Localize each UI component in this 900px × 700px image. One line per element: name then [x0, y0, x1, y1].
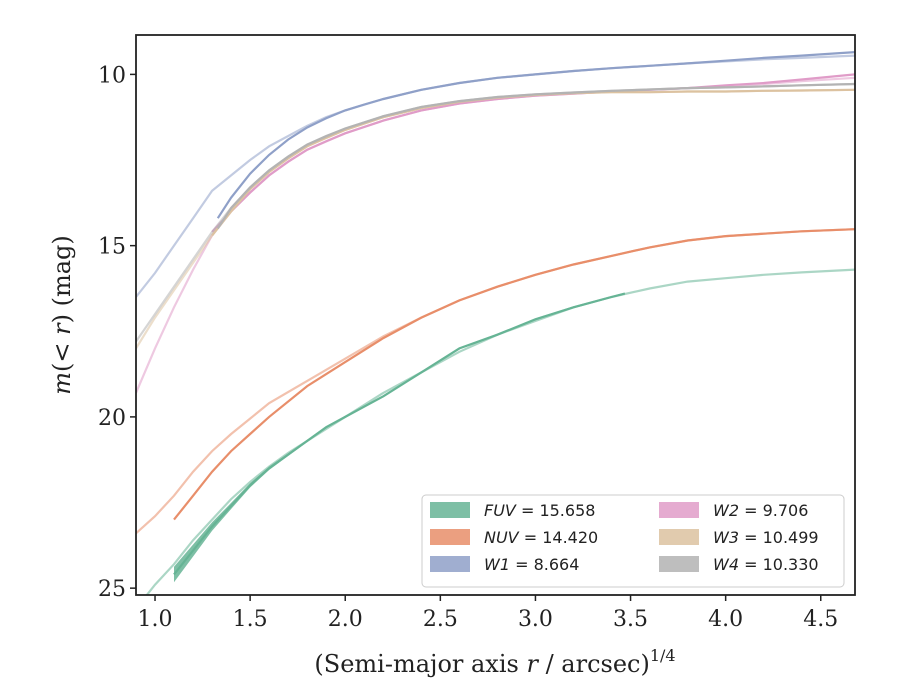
- legend-label-value-2: = 8.664: [510, 555, 579, 574]
- legend-label-value-0: = 15.658: [516, 501, 596, 520]
- legend-swatch-4: [659, 529, 699, 545]
- series-2-line: [216, 51, 855, 219]
- x-axis-label-sup: 1/4: [650, 646, 676, 665]
- y-axis-label-paren-close: ): [48, 314, 76, 323]
- y-tick-label-0: 10: [98, 63, 126, 88]
- legend-label-3: W2 = 9.706: [713, 501, 808, 520]
- legend-label-value-5: = 10.330: [739, 555, 819, 574]
- legend: FUV = 15.658 NUV = 14.420 W1 = 8.664 W2 = 9…: [421, 494, 845, 588]
- legend-label-value-4: = 10.499: [739, 528, 819, 547]
- legend-label-var-5: W4: [713, 555, 739, 574]
- series-1-line: [173, 228, 855, 521]
- legend-label-1: NUV = 14.420: [484, 528, 598, 547]
- x-tick-label-0: 1.0: [138, 607, 173, 632]
- x-tick-label-1: 1.5: [233, 607, 268, 632]
- plot-frame: [135, 34, 856, 596]
- y-tick-label-2: 20: [98, 406, 126, 431]
- x-tick-label-6: 4.0: [708, 607, 743, 632]
- series-0-extended-line: [145, 268, 855, 595]
- legend-label-value-1: = 14.420: [519, 528, 599, 547]
- legend-label-value-3: = 9.706: [739, 501, 808, 520]
- legend-swatch-3: [659, 502, 699, 518]
- x-axis-label: (Semi-major axis r / arcsec)1/4: [314, 646, 675, 678]
- y-axis-label: m(< r) (mag): [48, 235, 76, 395]
- y-axis-label-unit: (mag): [48, 235, 76, 314]
- x-axis-label-var: r: [526, 650, 539, 678]
- x-tick-label-5: 3.5: [613, 607, 648, 632]
- y-axis-label-r: r: [48, 322, 76, 335]
- legend-frame: [421, 494, 845, 588]
- legend-label-var-1: NUV: [484, 528, 520, 547]
- legend-swatch-1: [430, 529, 470, 545]
- legend-swatch-2: [430, 556, 470, 572]
- legend-label-var-3: W2: [713, 501, 739, 520]
- legend-label-var-2: W1: [484, 555, 510, 574]
- x-axis-label-prefix: (Semi-major axis: [314, 650, 526, 678]
- series-layer: [136, 51, 855, 595]
- legend-label-0: FUV = 15.658: [484, 501, 595, 520]
- legend-label-var-0: FUV: [484, 501, 517, 520]
- x-tick-label-4: 3.0: [518, 607, 553, 632]
- legend-swatch-5: [659, 556, 699, 572]
- y-axis-label-paren-open: (: [48, 363, 76, 372]
- x-tick-label-2: 2.0: [328, 607, 363, 632]
- x-axis-label-middle: / arcsec): [538, 650, 650, 678]
- y-axis-label-lt: <: [48, 335, 76, 363]
- y-axis: 10 15 20 25: [98, 63, 136, 602]
- x-tick-label-7: 4.5: [803, 607, 838, 632]
- x-axis: 1.0 1.5 2.0 2.5 3.0 3.5 4.0 4.5: [138, 595, 838, 632]
- x-tick-label-3: 2.5: [423, 607, 458, 632]
- series-0-line: [173, 292, 626, 576]
- legend-label-var-4: W3: [713, 528, 739, 547]
- legend-swatch-0: [430, 502, 470, 518]
- y-tick-label-3: 25: [98, 577, 126, 602]
- y-axis-label-m: m: [48, 372, 76, 395]
- legend-label-5: W4 = 10.330: [713, 555, 819, 574]
- y-tick-label-1: 15: [98, 235, 126, 260]
- series-5-line: [216, 82, 855, 230]
- legend-label-2: W1 = 8.664: [484, 555, 579, 574]
- legend-label-4: W3 = 10.499: [713, 528, 819, 547]
